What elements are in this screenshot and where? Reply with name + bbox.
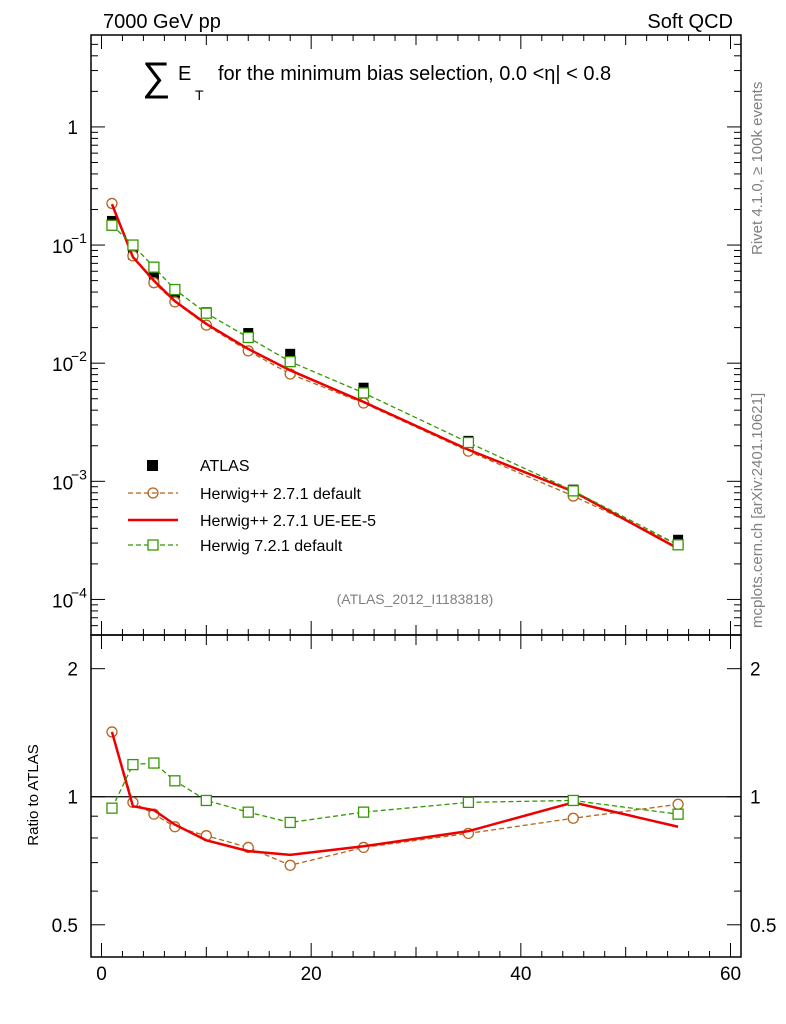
main-series-layer	[106, 197, 684, 551]
ratio-panel-frame	[90, 634, 742, 958]
main-point-herwig-7-2-1-default	[672, 539, 684, 551]
main-line-herwig-2-7-1-ue-ee-5	[110, 203, 679, 550]
ratio-point-herwig-7-2-1-default	[242, 806, 254, 818]
main-point-herwig-7-2-1-default	[127, 239, 139, 251]
ratio-point-herwig-7-2-1-default	[148, 757, 160, 769]
legend-marker-herwigpp-default	[147, 487, 159, 499]
ratio-axis-ticks: 0.5 0.51 12 20 20 40 60	[52, 635, 776, 985]
ratio-line-herwig-2-7-1-ue-ee-5	[110, 731, 679, 857]
title-text: for the minimum bias selection, 0.0 <η| …	[218, 63, 611, 85]
legend-marker-atlas	[147, 460, 158, 471]
main-point-herwig-2-7-1-default	[148, 277, 160, 289]
ratio-point-herwig-2-7-1-default	[672, 798, 684, 810]
main-ytick-label: 10	[52, 473, 73, 494]
ratio-xtick-label: 40	[510, 964, 531, 985]
legend: ATLAS Herwig++ 2.7.1 default Herwig++ 2.…	[128, 458, 376, 555]
main-point-herwig-7-2-1-default	[357, 387, 370, 399]
main-point-atlas	[285, 348, 296, 359]
legend-label-herwig7-default: Herwig 7.2.1 default	[200, 538, 343, 555]
ratio-line-herwig-2-7-1-default	[111, 731, 679, 866]
ratio-xtick-label: 60	[720, 964, 741, 985]
main-point-atlas	[148, 271, 159, 282]
title-sub: T	[195, 87, 204, 103]
legend-label-atlas: ATLAS	[200, 458, 250, 475]
ratio-point-herwig-7-2-1-default	[106, 802, 118, 814]
ratio-point-herwig-2-7-1-default	[284, 859, 296, 871]
ratio-ytick-label-right: 0.5	[750, 916, 776, 937]
ratio-point-herwig-7-2-1-default	[567, 794, 579, 807]
ratio-point-herwig-7-2-1-default	[672, 808, 684, 820]
analysis-id: (ATLAS_2012_I1183818)	[337, 591, 494, 607]
main-ytick-label: 10	[52, 355, 73, 376]
main-point-herwig-2-7-1-default	[106, 197, 118, 210]
ratio-ytick-label-right: 1	[750, 788, 761, 809]
header-right: Soft QCD	[647, 11, 733, 33]
main-ytick-label: 10	[52, 237, 73, 258]
main-line-herwig-7-2-1-default	[111, 224, 679, 546]
ratio-ytick-label-right: 2	[750, 660, 761, 681]
title-sum-symbol: ∑	[142, 55, 171, 99]
main-ytick-exponent: −2	[71, 348, 87, 364]
main-point-herwig-7-2-1-default	[284, 356, 296, 368]
title-e: E	[178, 63, 191, 85]
main-ytick-label: 1	[67, 118, 78, 139]
main-ytick-label: 10	[52, 591, 73, 612]
legend-label-herwigpp-default: Herwig++ 2.7.1 default	[200, 486, 362, 503]
ratio-series-layer	[106, 726, 684, 871]
ratio-point-herwig-2-7-1-default	[567, 812, 579, 824]
ratio-ytick-label-left: 1	[67, 788, 78, 809]
main-point-herwig-7-2-1-default	[567, 485, 579, 497]
rivet-version-text: Rivet 4.1.0, ≥ 100k events	[749, 82, 766, 255]
ratio-ytick-label-left: 0.5	[52, 916, 78, 937]
ratio-point-herwig-7-2-1-default	[127, 758, 139, 771]
ratio-xtick-label: 20	[301, 964, 322, 985]
ratio-ytick-label-left: 2	[67, 660, 78, 681]
main-point-herwig-7-2-1-default	[148, 261, 160, 273]
header-left: 7000 GeV pp	[103, 11, 221, 33]
main-ytick-exponent: −4	[71, 584, 87, 600]
main-ytick-exponent: −1	[71, 230, 87, 246]
main-ytick-exponent: −3	[71, 466, 87, 482]
ratio-xtick-label: 0	[96, 964, 107, 985]
ratio-ylabel: Ratio to ATLAS	[25, 744, 42, 845]
legend-label-herwigpp-ueee5: Herwig++ 2.7.1 UE-EE-5	[200, 513, 376, 530]
mcplots-credit-text: mcplots.cern.ch [arXiv:2401.10621]	[749, 393, 766, 628]
ratio-point-herwig-7-2-1-default	[284, 816, 296, 829]
ratio-point-herwig-7-2-1-default	[462, 796, 475, 809]
legend-marker-herwig7-default	[147, 539, 159, 551]
main-point-herwig-7-2-1-default	[462, 436, 475, 449]
main-panel-frame	[90, 34, 742, 636]
ratio-point-herwig-7-2-1-default	[200, 794, 212, 807]
main-line-herwig-2-7-1-default	[111, 203, 679, 546]
ratio-point-herwig-7-2-1-default	[357, 806, 370, 818]
main-point-herwig-7-2-1-default	[106, 219, 118, 231]
main-point-herwig-7-2-1-default	[242, 331, 254, 344]
main-point-herwig-7-2-1-default	[169, 283, 181, 296]
main-point-herwig-7-2-1-default	[200, 307, 212, 319]
ratio-point-herwig-7-2-1-default	[169, 775, 181, 787]
ratio-line-herwig-7-2-1-default	[111, 762, 679, 824]
main-axis-ticks: 10−410−310−210−11	[52, 34, 741, 636]
